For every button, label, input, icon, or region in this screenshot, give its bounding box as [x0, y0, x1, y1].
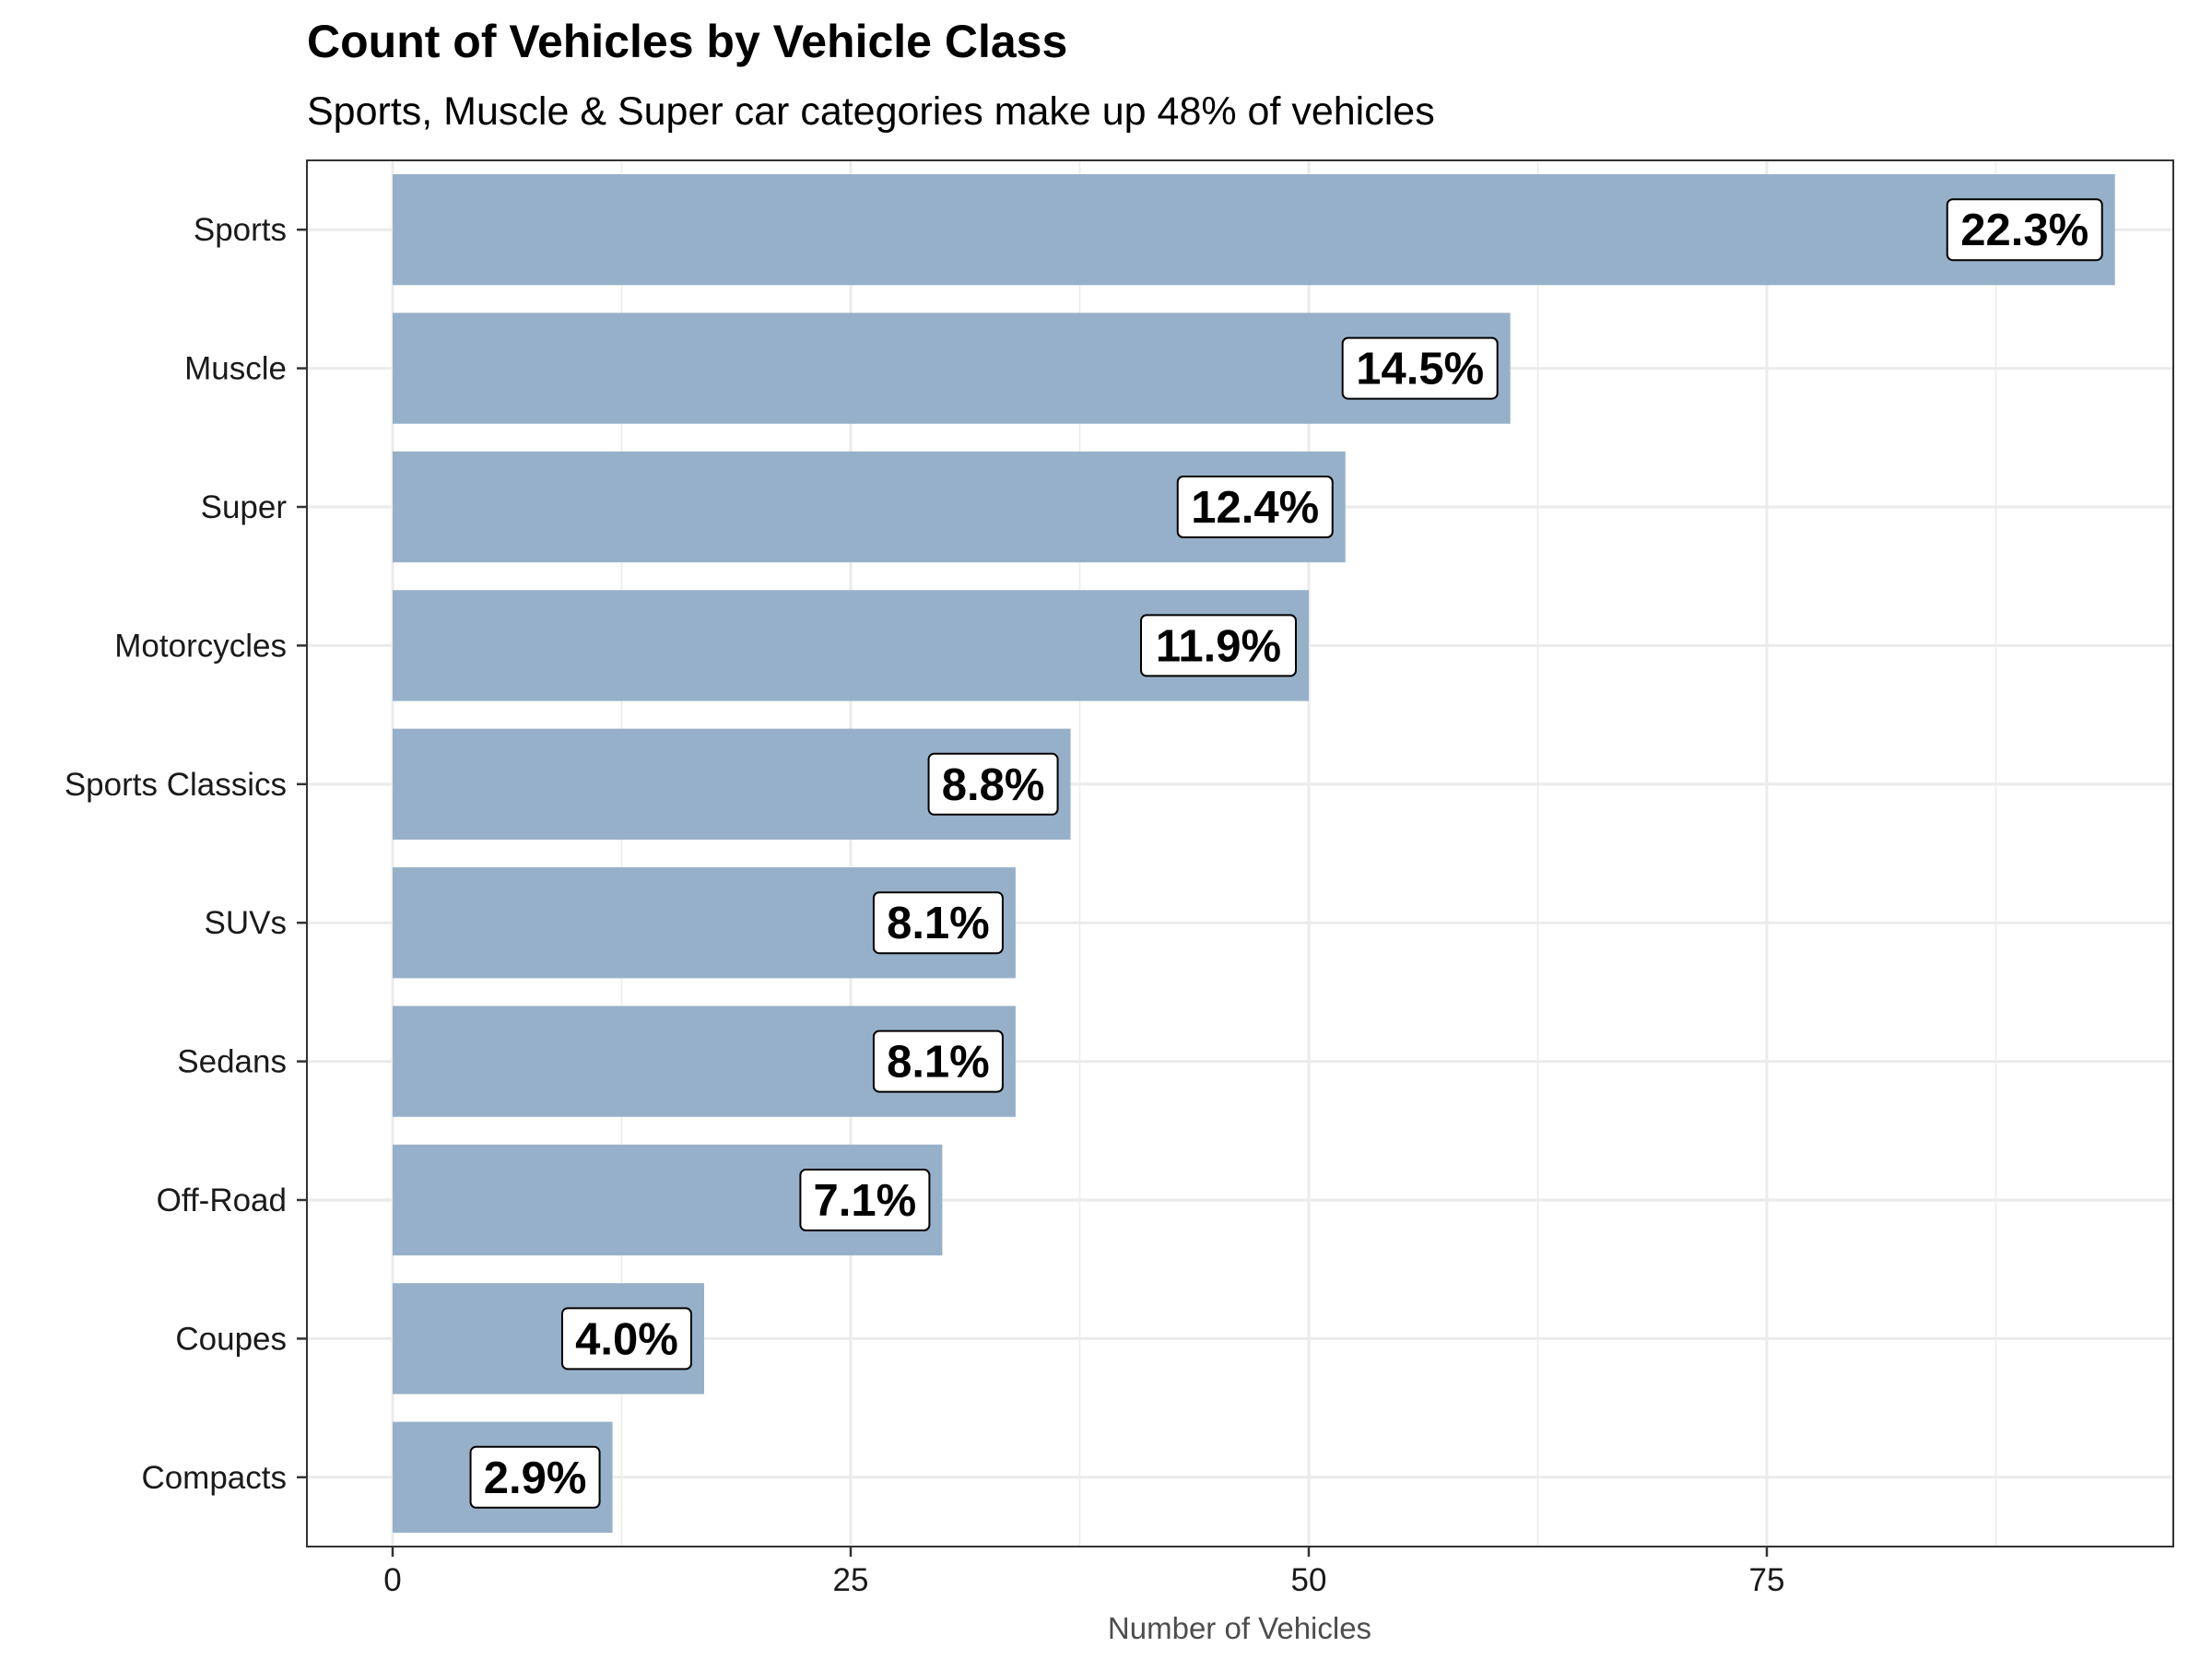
- data-label: 4.0%: [575, 1314, 678, 1364]
- y-tick-label: Sports Classics: [65, 767, 287, 803]
- data-label: 7.1%: [814, 1176, 917, 1226]
- data-label-box: [927, 752, 1059, 816]
- data-label: 2.9%: [484, 1453, 587, 1503]
- data-label-box: [799, 1169, 931, 1231]
- y-tick-label: Compacts: [141, 1460, 287, 1496]
- y-tick-label: SUVs: [205, 905, 287, 941]
- data-label-box: [469, 1445, 601, 1509]
- x-tick-label: 25: [833, 1562, 869, 1598]
- data-label: 12.4%: [1191, 483, 1319, 533]
- chart-title: Count of Vehicles by Vehicle Class: [307, 16, 1067, 67]
- x-tick-label: 0: [383, 1562, 401, 1598]
- data-label-box: [1176, 476, 1334, 538]
- data-label: 8.1%: [887, 899, 990, 948]
- y-tick-label: Sedans: [177, 1044, 287, 1080]
- y-tick-label: Off-Road: [157, 1182, 287, 1218]
- x-tick-label: 50: [1291, 1562, 1327, 1598]
- data-label: 8.1%: [887, 1038, 990, 1088]
- y-tick-label: Sports: [194, 212, 287, 248]
- y-axis: Sports Muscle Super Motorcycles Sports Class…: [65, 212, 307, 1496]
- data-label: 11.9%: [1156, 621, 1281, 671]
- data-label: 8.8%: [942, 760, 1045, 810]
- data-label-box: [872, 891, 1004, 955]
- data-label: 22.3%: [1960, 206, 2088, 255]
- y-tick-label: Muscle: [184, 351, 287, 387]
- data-label-box: [1946, 198, 2103, 262]
- y-tick-label: Super: [201, 489, 288, 525]
- data-label-box: [560, 1307, 692, 1371]
- y-tick-label: Coupes: [175, 1321, 287, 1357]
- chart-subtitle: Sports, Muscle & Super car categories ma…: [307, 89, 1435, 134]
- data-labels: 22.3% 14.5% 12.4% 11.9% 8.8% 8.1% 8.1% 7.1% 4.0%…: [469, 198, 2103, 1509]
- bar: [393, 174, 2115, 286]
- x-tick-label: 75: [1749, 1562, 1785, 1598]
- data-label-box: [1341, 336, 1499, 400]
- panel-border: [306, 159, 2174, 1547]
- data-label: 14.5%: [1356, 345, 1484, 394]
- bar: [393, 312, 1511, 424]
- y-tick-label: Motorcycles: [114, 628, 287, 664]
- x-axis: 0 25 50 75: [383, 1547, 1784, 1598]
- bars: [393, 174, 2115, 1533]
- x-axis-title: Number of Vehicles: [1108, 1611, 1371, 1645]
- data-label-box: [872, 1030, 1004, 1093]
- data-label-box: [1140, 614, 1297, 677]
